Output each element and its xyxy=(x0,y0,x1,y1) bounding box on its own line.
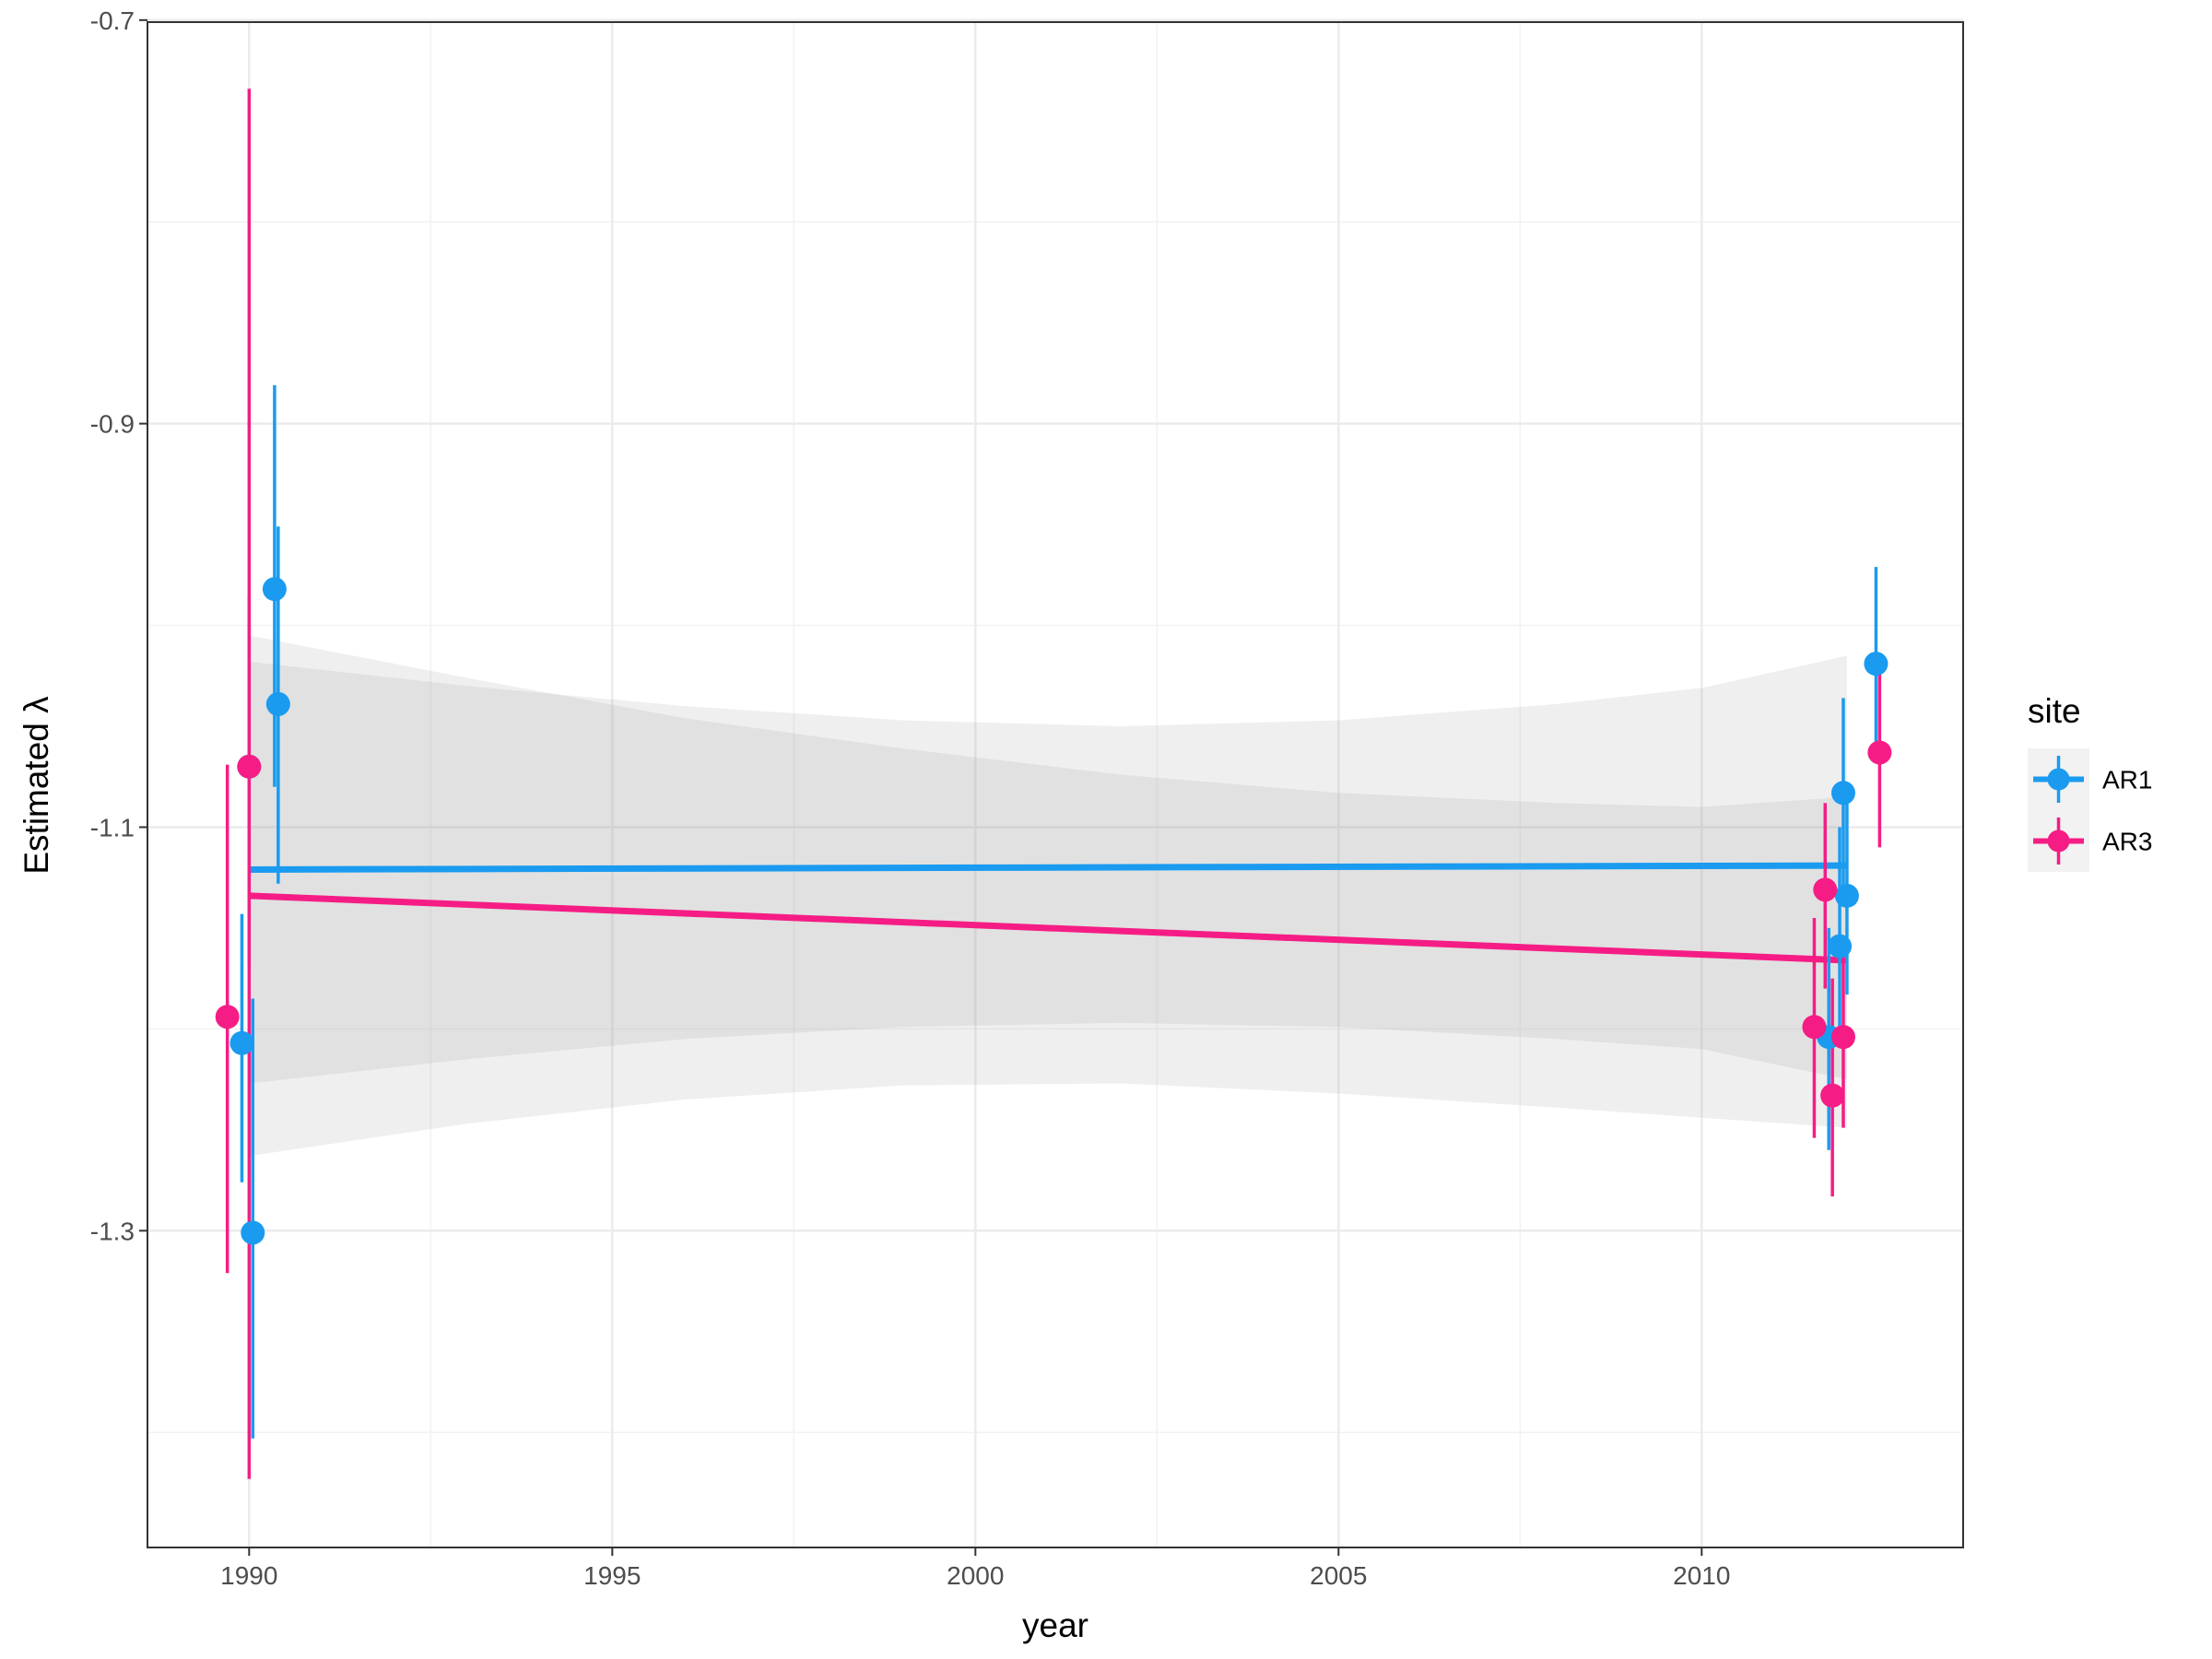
plot-panel-border xyxy=(147,21,1964,1548)
y-tick-label: -0.7 xyxy=(90,6,135,35)
data-point-ar3 xyxy=(215,1005,240,1030)
trend-line-ar1 xyxy=(249,862,1847,873)
x-tick-label: 1995 xyxy=(583,1561,641,1590)
trend-lines xyxy=(249,862,1848,964)
x-tick-label: 2010 xyxy=(1673,1561,1730,1590)
y-tick-label: -1.1 xyxy=(90,813,135,841)
y-tick-label: -1.3 xyxy=(90,1217,135,1245)
minor-gridlines xyxy=(147,22,1963,1547)
legend-key-point xyxy=(2047,830,2070,853)
x-axis: 1990 1995 2000 2005 2010 xyxy=(220,1547,1730,1590)
data-point-ar3 xyxy=(1830,1025,1855,1050)
confidence-ribbon-ar3 xyxy=(249,635,1847,1157)
x-tick-label: 2005 xyxy=(1310,1561,1367,1590)
x-tick-label: 1990 xyxy=(220,1561,277,1590)
data-point-ar3 xyxy=(1867,740,1892,765)
data-point-ar1 xyxy=(265,691,290,716)
data-point-ar1 xyxy=(262,577,287,602)
data-point-ar1 xyxy=(241,1220,265,1245)
data-point-ar3 xyxy=(1820,1083,1845,1108)
data-point-ar1 xyxy=(229,1030,254,1055)
x-axis-title: year xyxy=(1022,1606,1088,1644)
y-axis-title: Estimated λ xyxy=(18,696,55,875)
data-point-ar1 xyxy=(1864,652,1888,677)
x-tick-label: 2000 xyxy=(947,1561,1004,1590)
legend-title: site xyxy=(2028,692,2081,730)
data-point-ar3 xyxy=(237,754,262,779)
y-tick-label: -0.9 xyxy=(90,410,135,439)
data-point-ar1 xyxy=(1828,934,1853,959)
data-point-ar3 xyxy=(1802,1015,1827,1040)
legend-key-point xyxy=(2047,768,2070,791)
trend-line-ar3 xyxy=(249,892,1848,964)
data-point-ar1 xyxy=(1834,883,1859,908)
data-point-ar3 xyxy=(1813,877,1838,902)
y-axis: -0.7 -0.9 -1.1 -1.3 xyxy=(90,6,147,1245)
legend-label-ar3: AR3 xyxy=(2102,828,2152,856)
legend: site AR1 AR3 xyxy=(2028,692,2152,872)
data-point-ar1 xyxy=(1830,781,1855,806)
data-points xyxy=(215,577,1892,1245)
legend-label-ar1: AR1 xyxy=(2102,766,2152,794)
